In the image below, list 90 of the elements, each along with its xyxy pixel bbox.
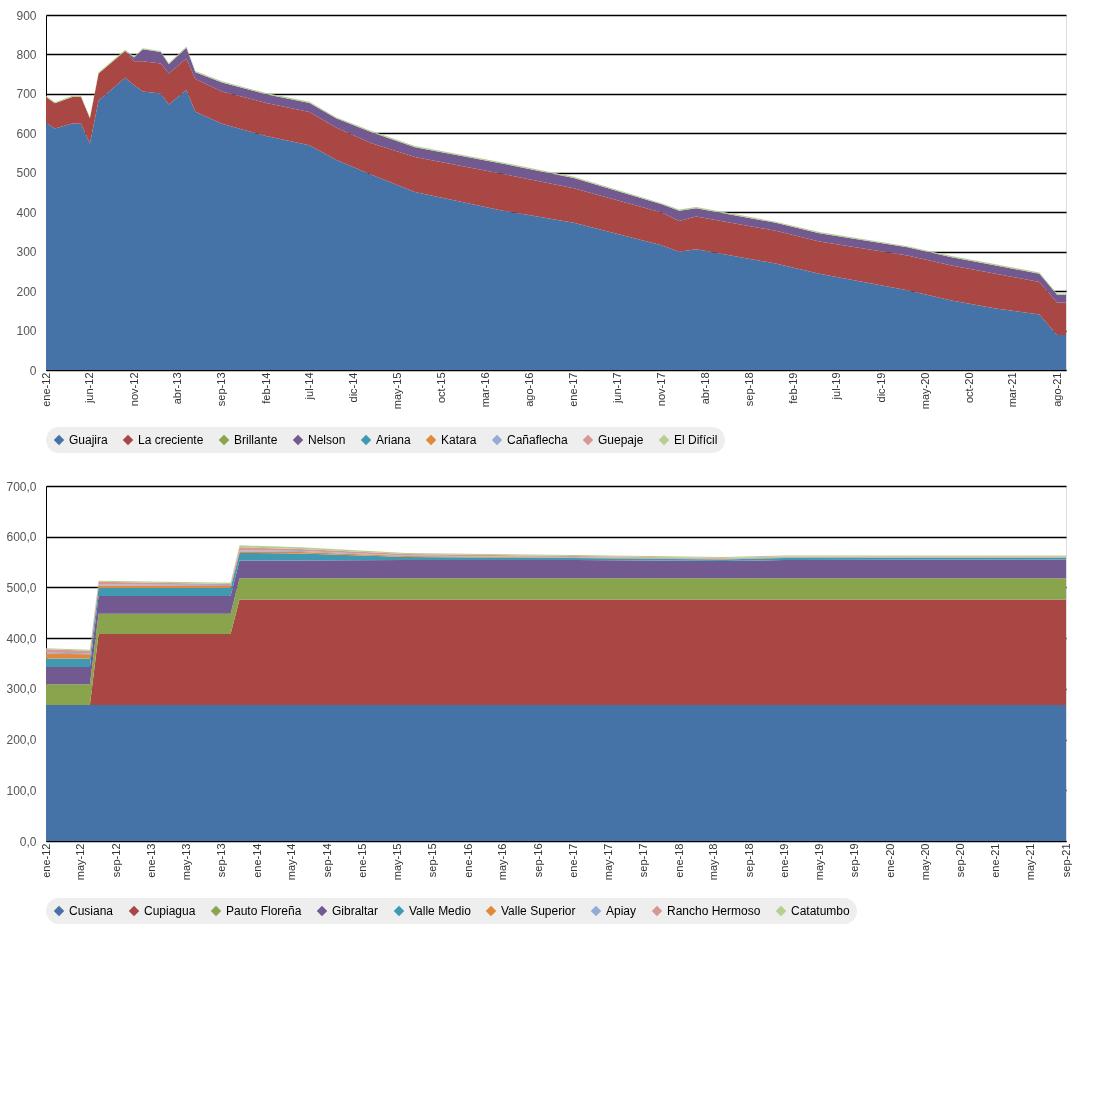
y-tick-label: 800: [16, 47, 37, 62]
x-tick-label: jun-17: [610, 372, 623, 405]
x-tick-label: jun-12: [83, 372, 96, 405]
y-tick-label: 100,0: [6, 783, 37, 798]
y-tick-label: 300,0: [6, 682, 37, 697]
y-tick-label: 200,0: [6, 733, 37, 748]
x-tick-label: sep-13: [215, 372, 228, 407]
legend-label: Nelson: [308, 433, 346, 447]
x-tick-label: may-15: [390, 372, 403, 410]
y-tick-label: 900: [16, 8, 37, 23]
legend-label: Cupiagua: [144, 904, 196, 918]
legend-label: Valle Superior: [501, 904, 576, 918]
legend-label: Catatumbo: [791, 904, 851, 918]
x-tick-label: sep-19: [848, 843, 861, 878]
legend-label: Apiay: [606, 904, 637, 918]
legend-label: La creciente: [138, 433, 204, 447]
legend-label: Rancho Hermoso: [667, 904, 761, 918]
x-tick-label: jul-19: [830, 372, 843, 401]
x-tick-label: feb-14: [259, 372, 272, 404]
legend-label: Cañaflecha: [507, 433, 569, 447]
x-tick-label: oct-20: [962, 372, 975, 404]
y-tick-label: 500,0: [6, 580, 37, 595]
x-tick-label: ene-21: [989, 843, 1002, 878]
x-tick-label: may-18: [707, 843, 720, 881]
x-tick-label: abr-18: [698, 372, 711, 405]
x-tick-label: ago-16: [523, 372, 536, 407]
y-tick-label: 300: [16, 245, 37, 260]
x-tick-label: ene-12: [39, 843, 52, 878]
x-tick-label: ago-21: [1050, 372, 1063, 407]
x-tick-label: dic-19: [874, 372, 887, 403]
x-tick-label: ene-13: [145, 843, 158, 878]
x-tick-label: dic-14: [347, 372, 360, 403]
legend-label: Ariana: [376, 433, 412, 447]
y-tick-label: 700,0: [6, 479, 37, 494]
x-tick-label: oct-15: [434, 372, 447, 404]
legend-label: El Difícil: [674, 433, 718, 447]
x-tick-label: may-14: [285, 843, 298, 881]
x-tick-label: may-21: [1023, 843, 1036, 881]
x-tick-label: ene-18: [672, 843, 685, 878]
legend-label: Guajira: [69, 433, 109, 447]
y-tick-label: 200: [16, 284, 37, 299]
x-tick-label: ene-19: [778, 843, 791, 878]
y-tick-label: 100: [16, 324, 37, 339]
x-tick-label: ene-17: [567, 843, 580, 878]
x-tick-label: may-16: [496, 843, 509, 881]
x-tick-label: sep-17: [637, 843, 650, 878]
x-tick-label: mar-21: [1006, 372, 1019, 408]
x-tick-label: ene-15: [356, 843, 369, 878]
x-tick-label: ene-12: [39, 372, 52, 407]
y-tick-label: 500: [16, 166, 37, 181]
y-tick-label: 400,0: [6, 631, 37, 646]
x-tick-label: sep-21: [1059, 843, 1072, 878]
legend-label: Katara: [441, 433, 477, 447]
x-tick-label: abr-13: [171, 372, 184, 405]
y-tick-label: 0: [29, 363, 37, 378]
legend-label: Guepaje: [598, 433, 644, 447]
y-tick-label: 700: [16, 87, 37, 102]
x-tick-label: may-17: [601, 843, 614, 881]
y-tick-label: 600: [16, 126, 37, 141]
x-tick-label: may-20: [918, 843, 931, 881]
legend-label: Pauto Floreña: [226, 904, 302, 918]
x-tick-label: may-13: [179, 843, 192, 881]
x-tick-label: feb-19: [787, 372, 800, 404]
x-tick-label: mar-16: [478, 372, 491, 408]
legend-label: Valle Medio: [409, 904, 472, 918]
x-tick-label: sep-18: [742, 843, 755, 878]
x-tick-label: ene-20: [883, 843, 896, 878]
x-tick-label: may-19: [812, 843, 825, 881]
x-tick-label: may-15: [390, 843, 403, 881]
y-tick-label: 400: [16, 205, 37, 220]
x-tick-label: sep-16: [532, 843, 545, 878]
x-tick-label: sep-15: [426, 843, 439, 878]
legend-label: Brillante: [234, 433, 278, 447]
x-tick-label: may-12: [74, 843, 87, 881]
x-tick-label: sep-18: [742, 372, 755, 407]
x-tick-label: sep-12: [109, 843, 122, 878]
x-tick-label: ene-16: [461, 843, 474, 878]
x-tick-label: sep-13: [215, 843, 228, 878]
x-tick-label: ene-14: [250, 843, 263, 878]
x-tick-label: nov-12: [127, 372, 140, 407]
x-tick-label: sep-14: [320, 843, 333, 878]
y-tick-label: 0,0: [19, 834, 37, 849]
x-tick-label: sep-20: [954, 843, 967, 878]
legend-label: Gibraltar: [332, 904, 379, 918]
x-tick-label: may-20: [918, 372, 931, 410]
y-tick-label: 600,0: [6, 530, 37, 545]
x-tick-label: jul-14: [302, 372, 315, 401]
x-tick-label: ene-17: [567, 372, 580, 407]
x-tick-label: nov-17: [655, 372, 668, 407]
legend-label: Cusiana: [69, 904, 114, 918]
